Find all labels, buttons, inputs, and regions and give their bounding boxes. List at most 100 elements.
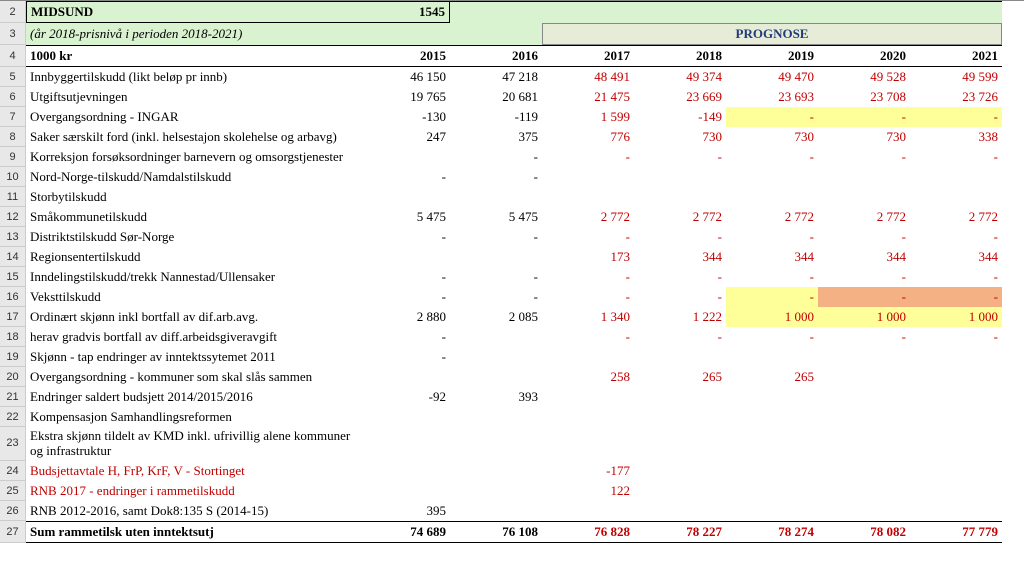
value-cell: 247 xyxy=(358,127,450,147)
row-label: Nord-Norge-tilskudd/Namdalstilskudd xyxy=(26,167,358,187)
row-label: Småkommunetilskudd xyxy=(26,207,358,227)
row-label: Storbytilskudd xyxy=(26,187,358,207)
value-cell xyxy=(910,387,1002,407)
row-label: Veksttilskudd xyxy=(26,287,358,307)
value-cell xyxy=(450,327,542,347)
value-cell: 122 xyxy=(542,481,634,501)
row-number: 3 xyxy=(0,23,26,45)
value-cell xyxy=(542,167,634,187)
value-cell xyxy=(358,407,450,427)
value-cell: 1 340 xyxy=(542,307,634,327)
value-cell: - xyxy=(910,267,1002,287)
value-cell: - xyxy=(358,267,450,287)
row-number: 10 xyxy=(0,167,26,187)
value-cell: - xyxy=(634,227,726,247)
value-cell: - xyxy=(634,287,726,307)
value-cell: - xyxy=(450,287,542,307)
value-cell: 2 772 xyxy=(818,207,910,227)
value-cell xyxy=(726,481,818,501)
sum-value: 76 108 xyxy=(450,521,542,543)
value-cell xyxy=(450,461,542,481)
row-label: herav gradvis bortfall av diff.arbeidsgi… xyxy=(26,327,358,347)
row-label: Korreksjon forsøksordninger barnevern og… xyxy=(26,147,358,167)
value-cell xyxy=(818,501,910,521)
sum-value: 74 689 xyxy=(358,521,450,543)
value-cell: -149 xyxy=(634,107,726,127)
value-cell xyxy=(910,427,1002,461)
value-cell: 2 880 xyxy=(358,307,450,327)
value-cell: - xyxy=(726,227,818,247)
value-cell xyxy=(818,427,910,461)
value-cell xyxy=(818,481,910,501)
row-label: Skjønn - tap endringer av inntektssyteme… xyxy=(26,347,358,367)
value-cell xyxy=(358,147,450,167)
value-cell: 730 xyxy=(818,127,910,147)
row-label: Utgiftsutjevningen xyxy=(26,87,358,107)
value-cell xyxy=(450,407,542,427)
value-cell: 375 xyxy=(450,127,542,147)
row-label: Regionsentertilskudd xyxy=(26,247,358,267)
value-cell xyxy=(634,427,726,461)
value-cell xyxy=(634,407,726,427)
value-cell xyxy=(910,347,1002,367)
year-header: 2021 xyxy=(910,45,1002,67)
value-cell xyxy=(450,427,542,461)
row-number: 9 xyxy=(0,147,26,167)
row-label: Ordinært skjønn inkl bortfall av dif.arb… xyxy=(26,307,358,327)
value-cell xyxy=(358,461,450,481)
value-cell xyxy=(542,501,634,521)
value-cell: - xyxy=(358,287,450,307)
value-cell: 258 xyxy=(542,367,634,387)
subtitle: (år 2018-prisnivå i perioden 2018-2021) xyxy=(26,23,358,45)
year-header: 2018 xyxy=(634,45,726,67)
value-cell xyxy=(450,367,542,387)
value-cell: - xyxy=(910,287,1002,307)
row-number: 14 xyxy=(0,247,26,267)
value-cell: - xyxy=(358,347,450,367)
row-number: 24 xyxy=(0,461,26,481)
row-number: 12 xyxy=(0,207,26,227)
value-cell: 49 599 xyxy=(910,67,1002,87)
value-cell: - xyxy=(542,327,634,347)
value-cell: -177 xyxy=(542,461,634,481)
year-header: 2015 xyxy=(358,45,450,67)
sum-label: Sum rammetilsk uten inntektsutj xyxy=(26,521,358,543)
row-number: 5 xyxy=(0,67,26,87)
value-cell: - xyxy=(634,327,726,347)
row-label: Overgangsordning - kommuner som skal slå… xyxy=(26,367,358,387)
value-cell xyxy=(910,501,1002,521)
value-cell: - xyxy=(634,267,726,287)
row-number: 11 xyxy=(0,187,26,207)
value-cell: -119 xyxy=(450,107,542,127)
unit-label: 1000 kr xyxy=(26,45,358,67)
value-cell: 2 772 xyxy=(910,207,1002,227)
row-label: Ekstra skjønn tildelt av KMD inkl. ufriv… xyxy=(26,427,358,461)
row-number: 19 xyxy=(0,347,26,367)
value-cell xyxy=(450,501,542,521)
value-cell xyxy=(726,501,818,521)
value-cell xyxy=(910,187,1002,207)
value-cell: 265 xyxy=(634,367,726,387)
row-number: 16 xyxy=(0,287,26,307)
value-cell: - xyxy=(818,287,910,307)
value-cell xyxy=(542,387,634,407)
value-cell xyxy=(634,347,726,367)
value-cell: 49 528 xyxy=(818,67,910,87)
sum-value: 78 082 xyxy=(818,521,910,543)
value-cell: 395 xyxy=(358,501,450,521)
value-cell: - xyxy=(450,167,542,187)
row-label: Kompensasjon Samhandlingsreformen xyxy=(26,407,358,427)
year-header: 2019 xyxy=(726,45,818,67)
value-cell xyxy=(910,167,1002,187)
value-cell xyxy=(634,187,726,207)
row-label: Budsjettavtale H, FrP, KrF, V - Storting… xyxy=(26,461,358,481)
row-number: 23 xyxy=(0,427,26,461)
value-cell xyxy=(726,347,818,367)
value-cell: 1 000 xyxy=(910,307,1002,327)
value-cell: 46 150 xyxy=(358,67,450,87)
value-cell: - xyxy=(726,147,818,167)
value-cell: 1 222 xyxy=(634,307,726,327)
value-cell: 2 772 xyxy=(542,207,634,227)
value-cell xyxy=(726,167,818,187)
value-cell xyxy=(634,501,726,521)
